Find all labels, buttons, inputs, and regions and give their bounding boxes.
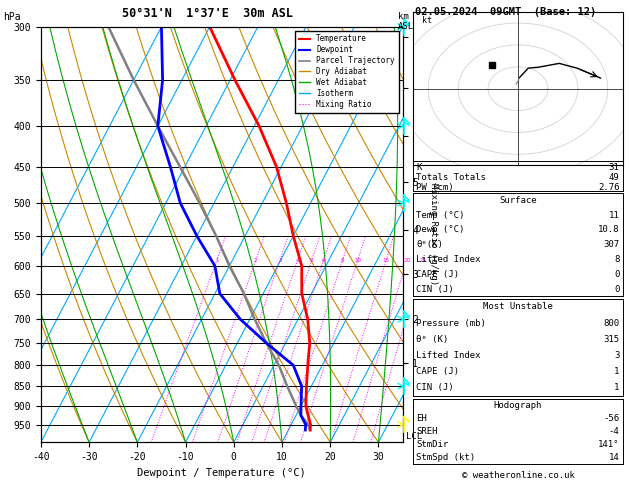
Text: 02.05.2024  09GMT  (Base: 12): 02.05.2024 09GMT (Base: 12): [415, 7, 596, 17]
Text: 20: 20: [403, 258, 410, 262]
Text: 8: 8: [614, 255, 620, 264]
X-axis label: Dewpoint / Temperature (°C): Dewpoint / Temperature (°C): [137, 468, 306, 478]
Text: 31: 31: [609, 163, 620, 172]
Text: 1: 1: [215, 258, 218, 262]
Text: km: km: [398, 12, 408, 21]
Text: Most Unstable: Most Unstable: [483, 302, 553, 312]
Text: CIN (J): CIN (J): [416, 383, 454, 393]
Text: 6: 6: [322, 258, 325, 262]
Text: PW (cm): PW (cm): [416, 183, 454, 191]
Text: 307: 307: [603, 240, 620, 249]
Text: 14: 14: [609, 453, 620, 462]
Text: 50°31'N  1°37'E  30m ASL: 50°31'N 1°37'E 30m ASL: [122, 7, 293, 20]
Text: 15: 15: [382, 258, 389, 262]
Text: Lifted Index: Lifted Index: [416, 255, 481, 264]
Text: 49: 49: [609, 173, 620, 182]
Text: Pressure (mb): Pressure (mb): [416, 319, 486, 328]
Text: Dewp (°C): Dewp (°C): [416, 226, 465, 234]
Text: 11: 11: [609, 210, 620, 220]
Text: θᵉ (K): θᵉ (K): [416, 335, 448, 344]
Text: 4: 4: [296, 258, 299, 262]
Text: kt: kt: [422, 16, 432, 25]
Text: Hodograph: Hodograph: [494, 400, 542, 410]
Text: 315: 315: [603, 335, 620, 344]
Text: SREH: SREH: [416, 427, 438, 436]
Text: StmSpd (kt): StmSpd (kt): [416, 453, 476, 462]
Text: 8: 8: [341, 258, 344, 262]
Text: 3: 3: [278, 258, 282, 262]
Y-axis label: Mixing Ratio (g/kg): Mixing Ratio (g/kg): [428, 183, 438, 286]
Text: Lifted Index: Lifted Index: [416, 351, 481, 360]
Text: 2.76: 2.76: [598, 183, 620, 191]
Text: EH: EH: [416, 414, 427, 423]
Text: 1: 1: [614, 367, 620, 376]
Text: K: K: [416, 163, 422, 172]
Text: 10.8: 10.8: [598, 226, 620, 234]
Text: 1: 1: [614, 383, 620, 393]
Text: 5: 5: [310, 258, 313, 262]
Text: © weatheronline.co.uk: © weatheronline.co.uk: [462, 470, 574, 480]
Text: CAPE (J): CAPE (J): [416, 367, 459, 376]
Text: 10: 10: [354, 258, 361, 262]
Text: CAPE (J): CAPE (J): [416, 270, 459, 279]
Legend: Temperature, Dewpoint, Parcel Trajectory, Dry Adiabat, Wet Adiabat, Isotherm, Mi: Temperature, Dewpoint, Parcel Trajectory…: [295, 31, 399, 113]
Text: Temp (°C): Temp (°C): [416, 210, 465, 220]
Text: StmDir: StmDir: [416, 440, 448, 449]
Text: 141°: 141°: [598, 440, 620, 449]
Text: 0: 0: [614, 270, 620, 279]
Text: Surface: Surface: [499, 196, 537, 205]
Text: -4: -4: [609, 427, 620, 436]
Text: CIN (J): CIN (J): [416, 285, 454, 294]
Text: 2: 2: [254, 258, 257, 262]
Text: 25: 25: [420, 258, 427, 262]
Text: θᵉ(K): θᵉ(K): [416, 240, 443, 249]
Text: -56: -56: [603, 414, 620, 423]
Text: 0: 0: [614, 285, 620, 294]
Text: 3: 3: [614, 351, 620, 360]
Text: hPa: hPa: [3, 12, 21, 22]
Text: ASL: ASL: [398, 22, 414, 31]
Text: LCL: LCL: [406, 433, 422, 441]
Text: 800: 800: [603, 319, 620, 328]
Text: Totals Totals: Totals Totals: [416, 173, 486, 182]
